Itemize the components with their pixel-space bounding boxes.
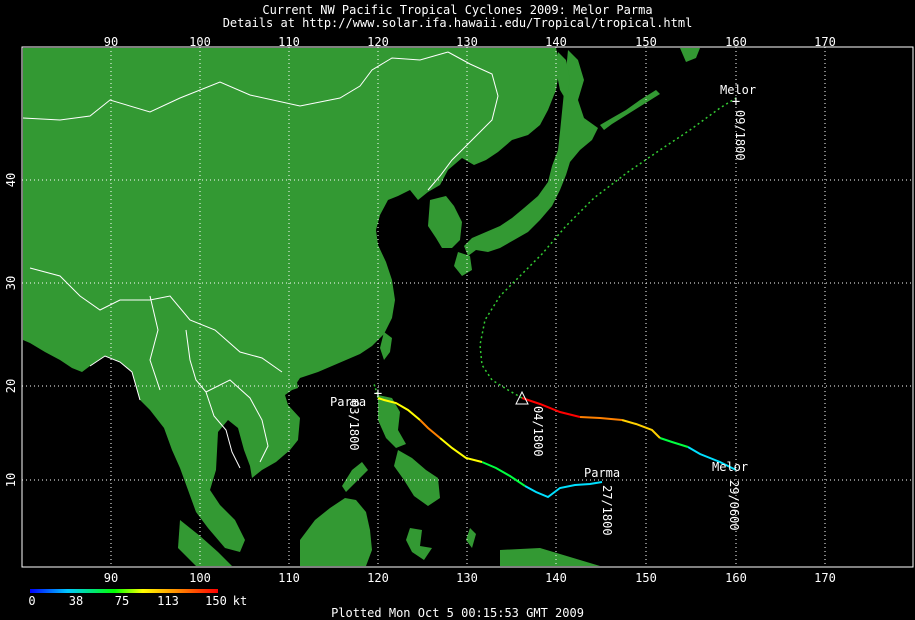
legend-tick: 113 — [157, 594, 179, 608]
lon-tick-bottom: 160 — [725, 571, 747, 585]
kamchatka — [680, 48, 700, 62]
palawan — [342, 462, 368, 492]
graticule — [22, 47, 913, 567]
lat-labels: 10 20 30 40 — [4, 173, 18, 487]
lon-tick-top: 120 — [367, 35, 389, 49]
melor-start-name-label: Melor — [712, 460, 748, 474]
new-guinea — [500, 548, 600, 566]
asia-mainland — [23, 48, 560, 552]
luzon — [378, 395, 406, 448]
lon-tick-top: 160 — [725, 35, 747, 49]
lon-tick-bottom: 100 — [189, 571, 211, 585]
lon-tick-bottom: 140 — [545, 571, 567, 585]
parma-start-time: 27/1800 — [600, 485, 614, 536]
lon-tick-bottom: 90 — [104, 571, 118, 585]
melor-position-marker — [515, 390, 529, 405]
top-lon-labels: 90 100 110 120 130 140 150 160 170 — [104, 35, 836, 49]
bottom-lon-labels: 90 100 110 120 130 140 150 160 170 — [104, 571, 836, 585]
plot-timestamp: Plotted Mon Oct 5 00:15:53 GMT 2009 — [331, 606, 584, 620]
sumatra — [178, 520, 232, 566]
taiwan — [380, 332, 392, 360]
parma-position-marker: + — [374, 386, 382, 402]
lon-tick-top: 170 — [814, 35, 836, 49]
lon-tick-top: 90 — [104, 35, 118, 49]
lon-tick-bottom: 120 — [367, 571, 389, 585]
korea — [428, 196, 462, 248]
land-masses — [23, 48, 700, 566]
storm-labels: Melor Melor 09/1800 29/0600 04/1800 Parm… — [330, 83, 756, 536]
lat-tick: 30 — [4, 276, 18, 290]
japan — [464, 50, 598, 256]
legend-colorbar — [30, 589, 218, 593]
country-borders — [22, 51, 499, 469]
melor-end-time: 09/1800 — [733, 110, 747, 161]
philippines-south — [394, 450, 440, 506]
legend-tick: 38 — [69, 594, 83, 608]
intensity-legend: 0 38 75 113 150 kt — [28, 589, 247, 608]
lat-tick: 20 — [4, 379, 18, 393]
lon-tick-bottom: 130 — [456, 571, 478, 585]
parma-track — [373, 383, 603, 499]
borneo — [300, 498, 372, 566]
melor-mid-time: 04/1800 — [531, 406, 545, 457]
lon-tick-top: 150 — [635, 35, 657, 49]
legend-tick: 75 — [115, 594, 129, 608]
lon-tick-top: 100 — [189, 35, 211, 49]
melor-name-label: Melor — [720, 83, 756, 97]
sakhalin — [556, 52, 570, 100]
lon-tick-bottom: 170 — [814, 571, 836, 585]
legend-tick: 0 — [28, 594, 35, 608]
halmahera — [466, 528, 476, 548]
lon-tick-top: 140 — [545, 35, 567, 49]
legend-unit: kt — [233, 594, 247, 608]
lat-tick: 40 — [4, 173, 18, 187]
lon-tick-bottom: 150 — [635, 571, 657, 585]
lon-tick-top: 130 — [456, 35, 478, 49]
hainan — [282, 376, 298, 392]
sulawesi — [406, 528, 432, 560]
melor-start-time: 29/0600 — [727, 480, 741, 531]
parma-end-time: 03/1800 — [347, 400, 361, 451]
kyushu — [454, 252, 472, 276]
parma-name-label: Parma — [330, 395, 366, 409]
melor-end-marker: + — [732, 94, 740, 110]
map-title: Current NW Pacific Tropical Cyclones 200… — [262, 3, 653, 17]
map-subtitle: Details at http://www.solar.ifa.hawaii.e… — [222, 16, 693, 30]
melor-track — [479, 97, 737, 471]
storm-markers: + + — [374, 94, 740, 405]
legend-tick: 150 — [205, 594, 227, 608]
lon-tick-bottom: 110 — [278, 571, 300, 585]
lon-tick-top: 110 — [278, 35, 300, 49]
lat-tick: 10 — [4, 473, 18, 487]
parma-start-name-label: Parma — [584, 466, 620, 480]
kuril-islands — [600, 90, 660, 130]
